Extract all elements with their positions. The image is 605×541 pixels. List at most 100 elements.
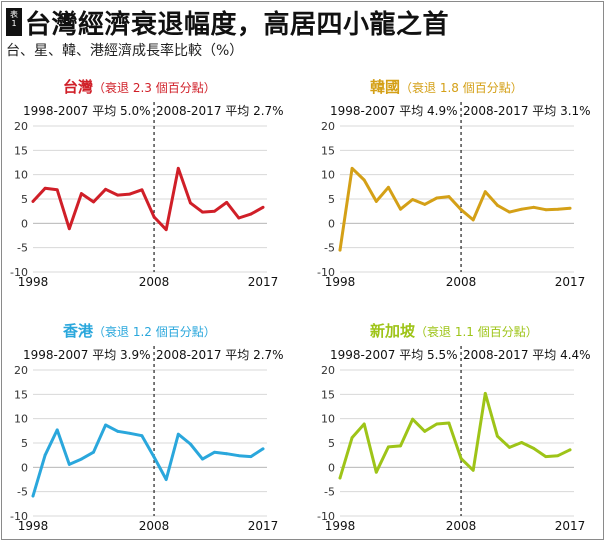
chart-title-note: （衰退 1.1 個百分點） <box>415 324 538 339</box>
y-tick-label: -5 <box>17 486 28 499</box>
data-point <box>201 210 204 214</box>
y-tick-label: 10 <box>321 413 335 426</box>
data-point <box>399 207 402 211</box>
y-tick-label: -10 <box>317 510 335 523</box>
data-point <box>116 193 120 197</box>
data-point <box>140 434 144 438</box>
y-tick-label: 20 <box>14 120 28 133</box>
data-point <box>237 454 241 458</box>
chart-title-note: （衰退 1.8 個百分點） <box>400 80 523 95</box>
data-point <box>80 457 83 461</box>
data-point <box>164 478 168 481</box>
y-tick-label: -5 <box>17 242 28 255</box>
data-point <box>152 455 156 459</box>
figure-badge: 表 1 <box>6 8 22 36</box>
period1-average: 1998-2007 平均 5.5% <box>330 348 458 362</box>
data-point <box>374 470 378 474</box>
y-tick-label: 15 <box>321 388 335 401</box>
y-tick-label: -10 <box>317 266 335 279</box>
x-tick-label: 1998 <box>18 519 49 533</box>
y-tick-label: 0 <box>328 217 335 230</box>
data-point <box>508 210 511 214</box>
data-point <box>176 432 180 436</box>
data-point <box>423 429 427 433</box>
data-point <box>350 166 354 170</box>
data-point <box>544 208 548 212</box>
y-tick-label: 15 <box>14 388 28 401</box>
x-tick-label: 2017 <box>248 275 279 289</box>
data-point <box>411 198 415 201</box>
data-point <box>350 436 354 440</box>
data-point <box>520 441 523 444</box>
data-point <box>225 452 229 456</box>
data-point <box>55 188 59 192</box>
y-tick-label: 5 <box>21 437 28 450</box>
x-tick-label: 1998 <box>325 275 356 289</box>
y-tick-label: 15 <box>321 144 335 157</box>
chart-hongkong: 香港（衰退 1.2 個百分點） 1998-2007 平均 3.9% 2008-201… <box>10 322 284 533</box>
page-title: 台灣經濟衰退幅度，高居四小龍之首 <box>25 10 450 40</box>
badge-label: 表 <box>10 10 18 19</box>
y-tick-label: 0 <box>21 217 28 230</box>
y-tick-label: -10 <box>10 510 28 523</box>
series-line <box>31 423 265 498</box>
data-point <box>568 448 572 452</box>
y-tick-label: 10 <box>14 413 28 426</box>
data-point <box>483 391 487 395</box>
chart-title: 新加坡（衰退 1.1 個百分點） <box>370 322 538 340</box>
data-point <box>92 200 95 204</box>
y-tick-label: 15 <box>14 144 28 157</box>
x-tick-label: 2008 <box>446 519 477 533</box>
data-point <box>261 447 265 451</box>
x-tick-label: 2008 <box>446 275 477 289</box>
chart-title-note: （衰退 2.3 個百分點） <box>93 80 216 95</box>
data-point <box>556 454 560 458</box>
y-tick-label: 10 <box>14 169 28 182</box>
y-tick-label: -5 <box>324 486 335 499</box>
x-tick-label: 2017 <box>555 275 586 289</box>
data-point <box>556 207 560 211</box>
data-point <box>92 450 95 454</box>
data-point <box>128 431 132 435</box>
data-point <box>116 429 120 433</box>
chart-title-note: （衰退 1.2 個百分點） <box>93 324 216 339</box>
chart-title-name: 香港 <box>63 322 94 340</box>
data-point <box>411 417 415 421</box>
y-tick-label: 20 <box>14 364 28 377</box>
data-point <box>544 455 548 459</box>
x-tick-label: 2008 <box>139 275 170 289</box>
data-point <box>435 422 439 426</box>
data-point <box>338 476 342 480</box>
y-tick-label: -10 <box>10 266 28 279</box>
series-line <box>338 391 572 480</box>
data-point <box>532 446 536 450</box>
chart-title-name: 新加坡 <box>370 322 415 340</box>
period1-average: 1998-2007 平均 3.9% <box>23 348 151 362</box>
period2-average: 2008-2017 平均 4.4% <box>463 348 591 362</box>
chart-korea: 韓國（衰退 1.8 個百分點） 1998-2007 平均 4.9% 2008-201… <box>317 78 591 289</box>
data-point <box>362 178 366 182</box>
series-line <box>338 166 572 252</box>
data-point <box>67 227 71 231</box>
data-point <box>568 206 572 210</box>
data-point <box>399 444 402 448</box>
data-point <box>31 494 35 498</box>
chart-title-name: 台灣 <box>63 78 93 96</box>
data-point <box>387 185 390 189</box>
data-point <box>104 423 108 427</box>
y-tick-label: 10 <box>321 169 335 182</box>
data-point <box>261 205 265 209</box>
period2-average: 2008-2017 平均 2.7% <box>156 348 284 362</box>
page-subtitle: 台、星、韓、港經濟成長率比較（%） <box>6 43 244 59</box>
y-tick-label: 0 <box>328 461 335 474</box>
x-tick-label: 1998 <box>325 519 356 533</box>
data-point <box>104 187 108 191</box>
data-point <box>43 186 47 190</box>
data-point <box>237 216 241 220</box>
data-point <box>164 228 168 232</box>
chart-title: 韓國（衰退 1.8 個百分點） <box>370 78 523 96</box>
x-tick-label: 2017 <box>248 519 279 533</box>
x-tick-label: 1998 <box>18 275 49 289</box>
